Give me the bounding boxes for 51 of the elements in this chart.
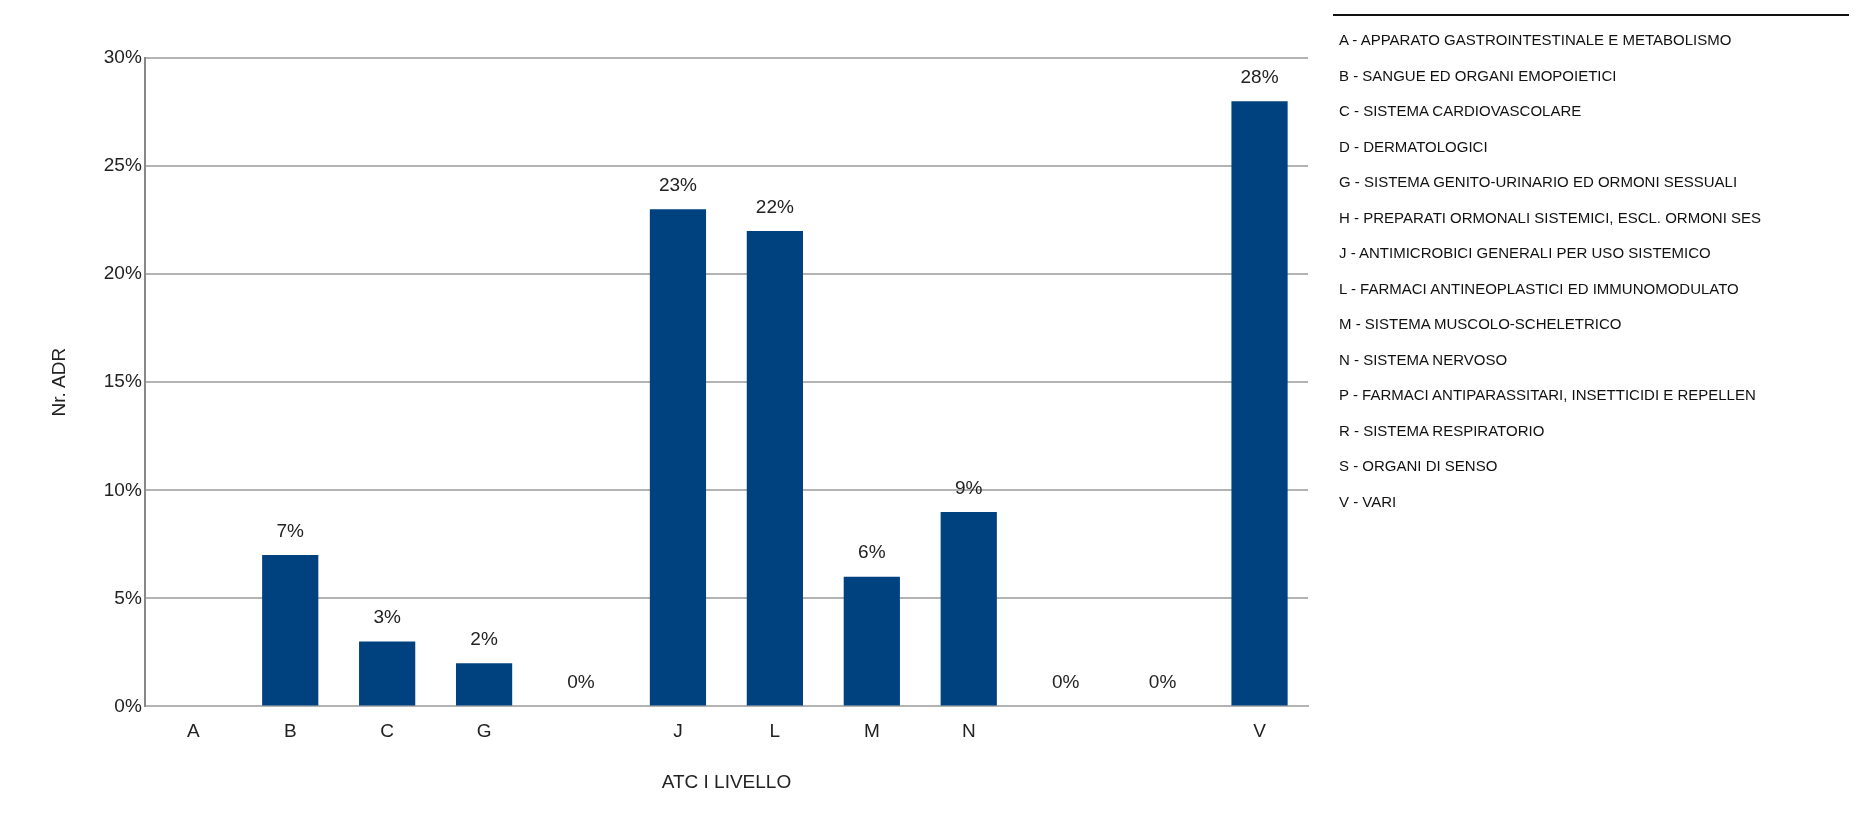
y-tick-label: 10% xyxy=(103,478,142,500)
data-label: 0% xyxy=(1148,671,1177,693)
data-label: 2% xyxy=(470,627,498,649)
x-tick-label: A xyxy=(186,720,200,742)
x-tick-label: C xyxy=(380,720,395,742)
bar xyxy=(262,555,319,706)
y-tick-label: 20% xyxy=(103,262,142,284)
bar xyxy=(940,511,997,706)
bar xyxy=(455,663,513,706)
x-tick-label: M xyxy=(863,720,880,742)
text: A - APPARATO GASTROINTESTINALE E METABOLISMO xyxy=(1338,30,1733,50)
data-label: 22% xyxy=(755,195,794,217)
bar xyxy=(359,641,416,706)
bar xyxy=(649,209,707,706)
x-axis-title: ATC I LIVELLO xyxy=(661,770,792,792)
x-tick-label: V xyxy=(1253,720,1267,742)
text: M - SISTEMA MUSCOLO-SCHELETRICO xyxy=(1338,314,1623,334)
y-tick-label: 15% xyxy=(103,370,142,392)
text: S - ORGANI DI SENSO xyxy=(1338,456,1499,476)
bar xyxy=(746,230,803,706)
text: G - SISTEMA GENITO-URINARIO ED ORMONI SESSUALI xyxy=(1338,172,1739,192)
data-label: 7% xyxy=(276,519,305,541)
text: V - VARI xyxy=(1338,491,1398,512)
x-tick-label: L xyxy=(769,720,781,742)
text: N - SISTEMA NERVOSO xyxy=(1338,349,1509,370)
data-label: 23% xyxy=(658,174,698,196)
x-tick-label: G xyxy=(476,720,492,742)
y-tick-label: 5% xyxy=(114,586,142,608)
text: D - DERMATOLOGICI xyxy=(1338,136,1489,157)
data-label: 0% xyxy=(1051,671,1080,693)
data-label: 28% xyxy=(1240,65,1279,87)
y-tick-label: 0% xyxy=(114,694,142,716)
y-tick-label: 30% xyxy=(103,46,142,68)
x-tick-label: B xyxy=(283,720,297,742)
data-label: 0% xyxy=(567,671,595,693)
text: R - SISTEMA RESPIRATORIO xyxy=(1338,420,1546,441)
bar xyxy=(843,576,900,706)
bar xyxy=(1231,101,1288,706)
x-tick-label: J xyxy=(673,720,683,742)
x-tick-label: N xyxy=(961,720,976,742)
y-axis-title: Nr. ADR xyxy=(47,347,69,417)
data-label: 9% xyxy=(955,476,983,498)
text: J - ANTIMICROBICI GENERALI PER USO SISTEMICO xyxy=(1338,243,1712,263)
text: P - FARMACI ANTIPARASSITARI, INSETTICIDI E REPELLEN xyxy=(1338,385,1757,405)
data-label: 3% xyxy=(373,606,401,628)
text: C - SISTEMA CARDIOVASCOLARE xyxy=(1338,101,1583,121)
text: H - PREPARATI ORMONALI SISTEMICI, ESCL. ORMONI SES xyxy=(1338,207,1762,228)
text: L - FARMACI ANTINEOPLASTICI ED IMMUNOMODULATO xyxy=(1338,278,1740,299)
y-tick-label: 25% xyxy=(103,154,142,176)
text: B - SANGUE ED ORGANI EMOPOIETICI xyxy=(1338,65,1618,86)
data-label: 6% xyxy=(858,541,886,563)
